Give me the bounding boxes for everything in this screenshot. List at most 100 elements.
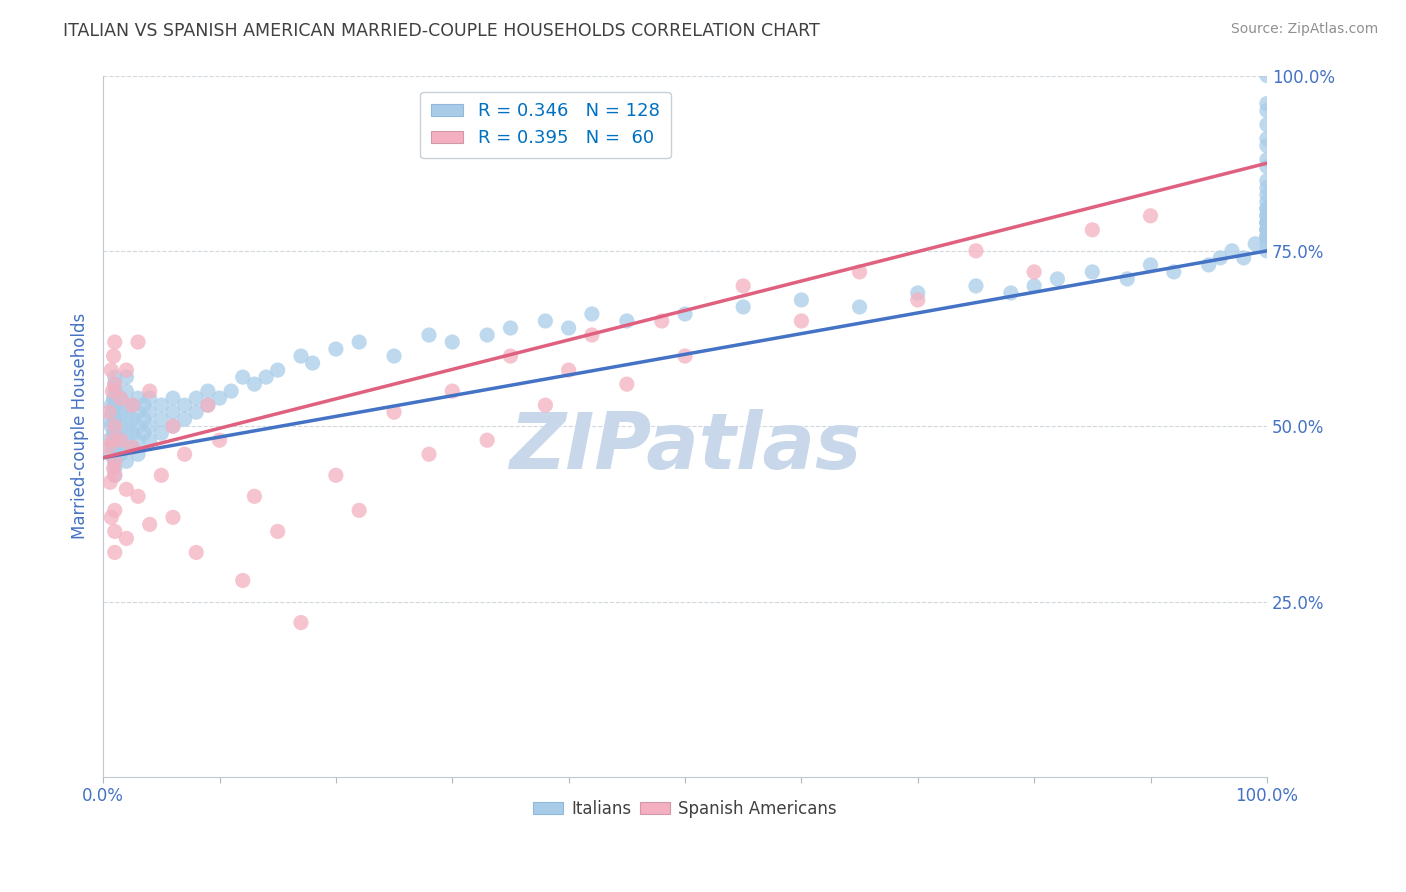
Point bbox=[138, 384, 160, 398]
Point bbox=[208, 434, 231, 448]
Legend: Italians, Spanish Americans: Italians, Spanish Americans bbox=[526, 793, 844, 824]
Point bbox=[499, 321, 522, 335]
Text: Source: ZipAtlas.com: Source: ZipAtlas.com bbox=[1230, 22, 1378, 37]
Point bbox=[110, 419, 132, 434]
Point bbox=[1256, 216, 1278, 230]
Point bbox=[138, 517, 160, 532]
Point bbox=[127, 334, 149, 349]
Point bbox=[104, 434, 127, 448]
Point bbox=[290, 615, 312, 630]
Point bbox=[162, 419, 184, 434]
Point bbox=[475, 434, 498, 448]
Point bbox=[121, 440, 143, 454]
Point bbox=[101, 440, 124, 454]
Point bbox=[138, 405, 160, 419]
Point bbox=[115, 412, 138, 426]
Point bbox=[104, 468, 127, 483]
Point bbox=[100, 398, 122, 412]
Point bbox=[1139, 258, 1161, 272]
Point bbox=[101, 434, 124, 448]
Point bbox=[104, 419, 127, 434]
Point bbox=[1220, 244, 1243, 258]
Point bbox=[101, 405, 124, 419]
Point bbox=[110, 447, 132, 461]
Point bbox=[1209, 251, 1232, 265]
Point bbox=[1139, 209, 1161, 223]
Point bbox=[115, 483, 138, 497]
Point bbox=[1081, 265, 1104, 279]
Y-axis label: Married-couple Households: Married-couple Households bbox=[72, 313, 89, 540]
Point bbox=[1256, 244, 1278, 258]
Point bbox=[965, 244, 987, 258]
Point bbox=[581, 307, 603, 321]
Point bbox=[243, 377, 266, 392]
Point bbox=[1256, 138, 1278, 153]
Point bbox=[1256, 223, 1278, 237]
Point bbox=[347, 503, 370, 517]
Point bbox=[104, 419, 127, 434]
Point bbox=[1256, 194, 1278, 209]
Point bbox=[441, 384, 464, 398]
Point bbox=[1046, 272, 1069, 286]
Point bbox=[104, 461, 127, 475]
Point bbox=[104, 454, 127, 468]
Point bbox=[150, 468, 173, 483]
Point bbox=[197, 398, 219, 412]
Point bbox=[103, 426, 125, 441]
Point bbox=[104, 377, 127, 392]
Point bbox=[1256, 230, 1278, 244]
Point bbox=[104, 524, 127, 539]
Point bbox=[1256, 230, 1278, 244]
Point bbox=[127, 391, 149, 405]
Point bbox=[1256, 180, 1278, 194]
Point bbox=[1256, 202, 1278, 216]
Point bbox=[110, 391, 132, 405]
Point bbox=[150, 426, 173, 441]
Point bbox=[1256, 187, 1278, 202]
Point bbox=[115, 532, 138, 546]
Point bbox=[1256, 209, 1278, 223]
Point bbox=[267, 363, 290, 377]
Point bbox=[441, 334, 464, 349]
Point bbox=[104, 545, 127, 559]
Point bbox=[132, 398, 155, 412]
Point bbox=[325, 342, 347, 356]
Point bbox=[173, 412, 195, 426]
Point bbox=[138, 419, 160, 434]
Point bbox=[232, 370, 254, 384]
Point bbox=[1116, 272, 1139, 286]
Point bbox=[115, 363, 138, 377]
Point bbox=[162, 510, 184, 524]
Point bbox=[115, 370, 138, 384]
Point bbox=[132, 426, 155, 441]
Point bbox=[121, 398, 143, 412]
Point bbox=[100, 363, 122, 377]
Point bbox=[325, 468, 347, 483]
Point bbox=[110, 434, 132, 448]
Point bbox=[673, 307, 696, 321]
Point bbox=[127, 489, 149, 503]
Point bbox=[115, 384, 138, 398]
Point bbox=[267, 524, 290, 539]
Point bbox=[197, 398, 219, 412]
Point bbox=[186, 545, 208, 559]
Point bbox=[1256, 103, 1278, 118]
Point bbox=[132, 412, 155, 426]
Point bbox=[1256, 153, 1278, 167]
Point bbox=[1024, 265, 1046, 279]
Point bbox=[1256, 174, 1278, 188]
Point bbox=[197, 384, 219, 398]
Point bbox=[162, 405, 184, 419]
Point bbox=[673, 349, 696, 363]
Point bbox=[232, 574, 254, 588]
Point bbox=[1256, 236, 1278, 251]
Point bbox=[1256, 160, 1278, 174]
Point bbox=[208, 391, 231, 405]
Point bbox=[104, 468, 127, 483]
Point bbox=[115, 454, 138, 468]
Point bbox=[104, 384, 127, 398]
Point bbox=[347, 334, 370, 349]
Point bbox=[121, 398, 143, 412]
Text: ZIPatlas: ZIPatlas bbox=[509, 409, 860, 485]
Point bbox=[790, 314, 813, 328]
